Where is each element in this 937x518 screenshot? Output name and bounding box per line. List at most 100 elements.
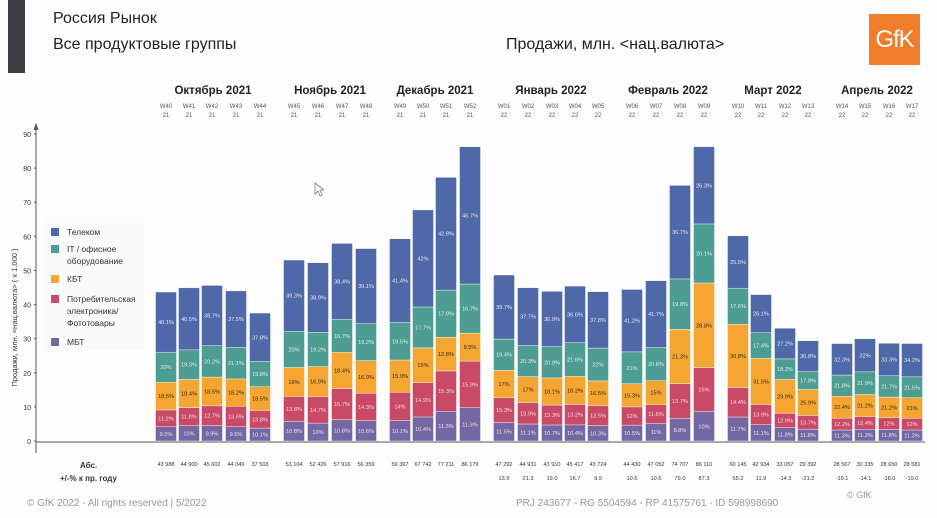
segment-label-telecom: 37.5% <box>228 317 244 323</box>
month-label: Февраль 2022 <box>628 85 708 97</box>
week-label: W17 <box>906 104 919 110</box>
segment-label-kbt: 17% <box>498 382 509 388</box>
segment-label-it: 20.3% <box>520 359 536 365</box>
change-value-label: 87.3 <box>699 476 710 482</box>
copyright-text: © GfK 2022 - All rights reserved | 5/202… <box>27 498 207 509</box>
y-tick-label: 70 <box>23 200 31 207</box>
segment-label-kbt: 16.9% <box>358 375 374 381</box>
abs-value-label: 28 581 <box>903 462 920 468</box>
segment-label-mbt: 10% <box>698 424 709 430</box>
segment-label-mbt: 10.1% <box>252 433 268 439</box>
y-tick-label: 60 <box>23 234 31 241</box>
segment-label-it: 19.4% <box>496 353 512 359</box>
segment-label-ce: 15.3% <box>438 389 454 395</box>
bar-segment-telecom <box>459 146 481 285</box>
week-year-label: 22 <box>909 113 916 119</box>
segment-label-it: 16.7% <box>334 334 350 340</box>
segment-label-it: 20.6% <box>648 362 664 368</box>
bar-segment-telecom <box>178 287 200 351</box>
segment-label-kbt: 18.1% <box>544 389 560 395</box>
segment-label-kbt: 29.9% <box>777 394 793 400</box>
segment-label-kbt: 21.2% <box>857 404 873 410</box>
abs-value-label: 44 049 <box>227 462 244 468</box>
abs-value-label: 57 916 <box>333 462 350 468</box>
change-value-label: 19.0 <box>547 476 558 482</box>
y-tick-label: 0 <box>27 439 31 446</box>
segment-label-mbt: 11.3% <box>834 433 849 439</box>
week-label: W08 <box>674 104 687 110</box>
y-tick-label: 30 <box>23 337 31 344</box>
segment-label-mbt: 11.3% <box>857 433 872 439</box>
y-axis-arrow-icon <box>33 123 39 130</box>
legend-label: IT / офисное оборудование <box>67 244 123 266</box>
segment-label-telecom: 38.9% <box>310 295 326 301</box>
chart-legend: Телеком IT / офисное оборудование КБТ По… <box>45 220 145 350</box>
segment-label-it: 21.6% <box>567 358 583 364</box>
legend-label: МБТ <box>67 337 85 347</box>
segment-label-telecom: 39.7% <box>496 305 512 311</box>
week-label: W04 <box>569 104 582 110</box>
segment-label-mbt: 11.8% <box>777 432 792 438</box>
change-value-label: 10.6 <box>651 476 662 482</box>
segment-label-telecom: 42% <box>417 256 428 262</box>
segment-label-it: 17.6% <box>730 304 746 310</box>
segment-label-telecom: 40.1% <box>158 320 174 326</box>
segment-label-it: 19.8% <box>672 302 688 308</box>
change-value-label: -14.1 <box>859 476 872 482</box>
segment-label-telecom: 26.1% <box>753 312 769 318</box>
segment-label-telecom: 33.3% <box>881 358 897 364</box>
gfk-logo: GfK <box>869 14 920 65</box>
week-year-label: 22 <box>758 113 765 119</box>
week-year-label: 22 <box>653 113 660 119</box>
y-tick-label: 90 <box>23 132 31 139</box>
week-label: W07 <box>650 104 663 110</box>
segment-label-ce: 12.4% <box>857 421 873 427</box>
abs-value-label: 44 900 <box>180 462 197 468</box>
segment-label-mbt: 10.3% <box>590 431 606 437</box>
gfk-mark: © GfK <box>847 490 872 500</box>
segment-label-mbt: 11.3% <box>462 422 477 428</box>
segment-label-telecom: 42.8% <box>438 232 454 238</box>
abs-value-label: 45 417 <box>566 462 583 468</box>
segment-label-ce: 15.3% <box>496 408 512 414</box>
segment-label-ce: 13.7% <box>800 420 816 426</box>
abs-value-label: 43 988 <box>157 462 174 468</box>
segment-label-it: 22% <box>592 362 603 368</box>
change-value-label: 9.9 <box>594 476 602 482</box>
bar-segment-telecom <box>797 340 819 372</box>
segment-label-it: 21.9% <box>857 381 873 387</box>
segment-label-it: 20.2% <box>204 359 220 365</box>
bar-segment-telecom <box>564 285 586 343</box>
week-year-label: 21 <box>363 113 370 119</box>
segment-label-mbt: 10.8% <box>334 428 350 434</box>
week-label: W43 <box>230 104 243 110</box>
week-year-label: 21 <box>163 113 170 119</box>
segment-label-it: 18.5% <box>392 339 408 345</box>
abs-value-label: 86 110 <box>696 462 713 468</box>
change-row-label: +/-% к пр. году <box>60 474 117 483</box>
week-label: W06 <box>626 104 639 110</box>
abs-value-label: 77 211 <box>438 462 455 468</box>
change-value-label: 16.7 <box>570 476 581 482</box>
segment-label-it: 17.7% <box>415 325 431 331</box>
segment-label-telecom: 37.8% <box>252 335 268 341</box>
abs-value-label: 53 104 <box>285 462 302 468</box>
mouse-cursor-icon <box>314 182 324 197</box>
segment-label-mbt: 11.3% <box>904 433 919 439</box>
abs-value-label: 47 292 <box>495 462 512 468</box>
month-label: Март 2022 <box>744 85 801 97</box>
segment-label-telecom: 39.1% <box>358 284 374 290</box>
week-year-label: 22 <box>701 113 708 119</box>
y-tick-label: 10 <box>23 405 31 412</box>
segment-label-kbt: 16% <box>288 380 299 386</box>
bar-segment-telecom <box>854 338 876 373</box>
bar-segment-telecom <box>621 289 643 353</box>
segment-label-ce: 15.9% <box>462 382 478 388</box>
segment-label-it: 20.1% <box>696 251 712 257</box>
segment-label-mbt: 9.9% <box>206 431 219 437</box>
week-label: W12 <box>779 104 792 110</box>
week-label: W14 <box>836 104 849 110</box>
bar-segment-telecom <box>493 274 515 340</box>
segment-label-telecom: 32.3% <box>834 357 850 363</box>
